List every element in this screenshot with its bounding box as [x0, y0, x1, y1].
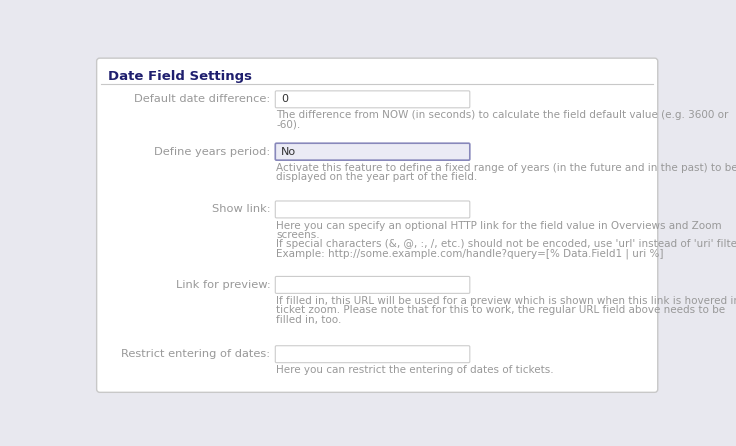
- Text: 0: 0: [281, 95, 288, 104]
- Text: Date Field Settings: Date Field Settings: [107, 70, 252, 83]
- Text: screens.: screens.: [277, 230, 320, 240]
- Text: If special characters (&, @, :, /, etc.) should not be encoded, use 'url' instea: If special characters (&, @, :, /, etc.)…: [277, 239, 736, 249]
- Text: Restrict entering of dates:: Restrict entering of dates:: [121, 349, 270, 359]
- Text: Link for preview:: Link for preview:: [175, 280, 270, 290]
- Text: The difference from NOW (in seconds) to calculate the field default value (e.g. : The difference from NOW (in seconds) to …: [277, 111, 729, 120]
- FancyBboxPatch shape: [275, 346, 470, 363]
- FancyBboxPatch shape: [275, 201, 470, 218]
- Text: Activate this feature to define a fixed range of years (in the future and in the: Activate this feature to define a fixed …: [277, 163, 736, 173]
- Text: Here you can restrict the entering of dates of tickets.: Here you can restrict the entering of da…: [277, 365, 554, 376]
- Text: Default date difference:: Default date difference:: [134, 95, 270, 104]
- Text: Define years period:: Define years period:: [154, 147, 270, 157]
- FancyBboxPatch shape: [96, 58, 658, 392]
- Text: Example: http://some.example.com/handle?query=[% Data.Field1 | uri %]: Example: http://some.example.com/handle?…: [277, 248, 664, 259]
- Text: Here you can specify an optional HTTP link for the field value in Overviews and : Here you can specify an optional HTTP li…: [277, 221, 722, 231]
- Text: If filled in, this URL will be used for a preview which is shown when this link : If filled in, this URL will be used for …: [277, 296, 736, 306]
- Text: displayed on the year part of the field.: displayed on the year part of the field.: [277, 172, 478, 182]
- Text: No: No: [281, 147, 296, 157]
- Text: Show link:: Show link:: [212, 204, 270, 215]
- FancyBboxPatch shape: [275, 143, 470, 160]
- FancyBboxPatch shape: [275, 91, 470, 108]
- Text: -60).: -60).: [277, 120, 301, 130]
- FancyBboxPatch shape: [275, 277, 470, 293]
- Text: ticket zoom. Please note that for this to work, the regular URL field above need: ticket zoom. Please note that for this t…: [277, 306, 726, 315]
- Text: filled in, too.: filled in, too.: [277, 314, 342, 325]
